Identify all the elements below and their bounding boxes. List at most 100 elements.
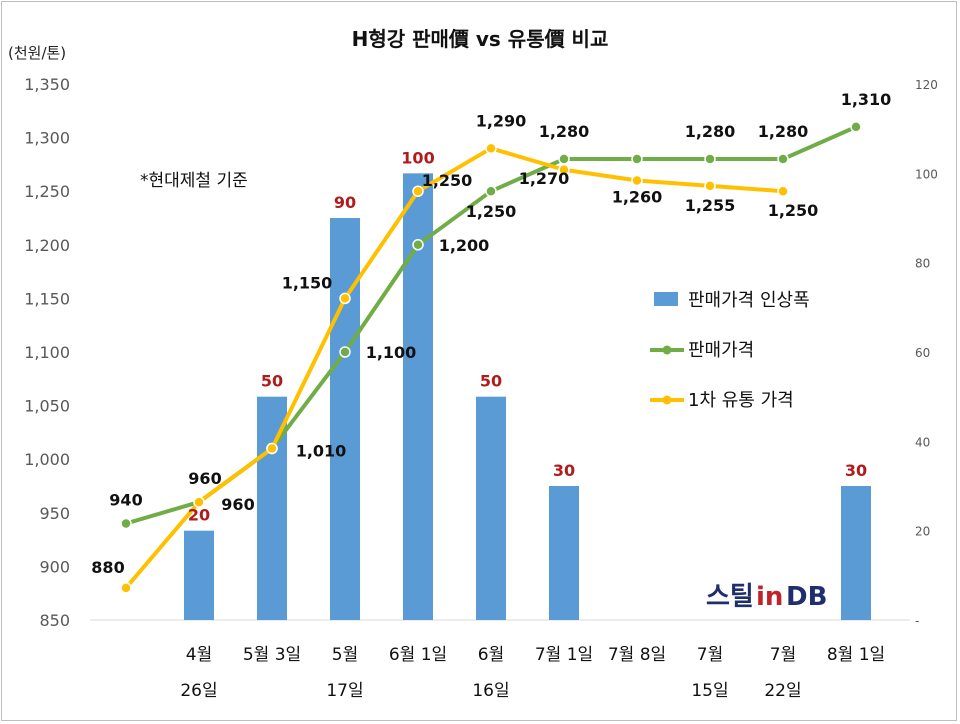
y2-tick-label: 120	[915, 78, 938, 92]
series-line	[124, 146, 784, 590]
line-value-label: 1,270	[519, 169, 570, 188]
x-tick-label: 15일	[691, 681, 728, 701]
y-tick-label: 1,000	[24, 450, 70, 469]
y-tick-label: 1,150	[24, 289, 70, 308]
y-tick-label: 1,250	[24, 182, 70, 201]
line-value-label: 1,200	[439, 236, 490, 255]
line-series	[120, 121, 862, 594]
x-tick-label: 7월	[770, 645, 796, 665]
y2-tick-label: 60	[915, 346, 930, 360]
y-tick-label: 1,200	[24, 236, 70, 255]
bar	[184, 530, 214, 620]
line-value-label: 880	[91, 558, 124, 577]
y-tick-label: 850	[39, 611, 70, 630]
series-point	[631, 174, 643, 187]
line-value-label: 1,260	[612, 187, 663, 206]
brand-logo-part1: 스틸	[706, 582, 754, 612]
series-point	[850, 121, 862, 133]
series-point	[558, 153, 570, 165]
y-tick-label: 1,350	[24, 75, 70, 94]
x-tick-label: 5월	[332, 645, 358, 665]
series-point	[339, 346, 351, 358]
x-axis: 4월 26일 5월 3일 5월 17일 6월 1일 6월 16일 7월 1일 7월 8일 7월 15일…	[180, 645, 885, 701]
bar-value-label: 100	[401, 148, 434, 167]
bar	[841, 486, 871, 620]
series-point	[120, 517, 132, 530]
y2-tick-label: 100	[915, 167, 938, 181]
y-axis-unit: (천원/톤)	[8, 44, 66, 62]
line-value-label: 1,100	[366, 343, 417, 362]
series-point	[631, 153, 643, 165]
x-tick-label: 7월 1일	[535, 645, 593, 665]
bar-value-label: 30	[845, 461, 867, 480]
series-point	[412, 239, 424, 251]
x-tick-label: 17일	[326, 681, 363, 701]
x-tick-label: 5월 3일	[243, 645, 301, 665]
series-point	[777, 185, 789, 197]
brand-logo: 스틸 in DB	[706, 582, 827, 612]
series-point	[558, 164, 570, 176]
chart-note: *현대제철 기준	[140, 171, 248, 191]
x-tick-label: 6월	[478, 645, 504, 665]
line-value-label: 960	[188, 469, 221, 488]
y-tick-label: 1,300	[24, 129, 70, 148]
bar-value-label: 20	[188, 506, 210, 525]
x-tick-label: 22일	[764, 681, 801, 701]
line-value-label: 1,280	[685, 122, 736, 141]
bar	[476, 396, 506, 620]
legend-label: 판매가격	[688, 340, 754, 361]
line-value-label: 1,280	[539, 122, 590, 141]
y-tick-label: 900	[39, 557, 70, 576]
brand-logo-part3: DB	[786, 582, 827, 612]
line-value-label: 1,310	[841, 90, 892, 109]
x-tick-label: 4월	[186, 645, 212, 665]
bar-value-label: 50	[480, 372, 502, 391]
legend-marker	[662, 395, 672, 405]
x-tick-label: 26일	[180, 681, 217, 701]
line-value-label: 1,280	[758, 122, 809, 141]
bar-value-label: 50	[261, 372, 283, 391]
chart-title: H형강 판매價 vs 유통價 비교	[352, 27, 609, 51]
legend-label: 판매가격 인상폭	[688, 290, 810, 311]
line-value-label: 1,290	[476, 111, 527, 130]
x-tick-label: 7월 8일	[608, 645, 666, 665]
line-value-label: 1,250	[466, 202, 517, 221]
brand-logo-part2: in	[756, 582, 783, 612]
legend-swatch	[654, 292, 678, 306]
line-value-label: 1,150	[282, 273, 333, 292]
line-value-label: 1,010	[296, 441, 347, 460]
series-point	[485, 185, 497, 197]
bar	[549, 486, 579, 620]
line-value-label: 940	[109, 491, 142, 510]
y-axis-right: - 20 40 60 80 100 120	[915, 78, 938, 628]
y2-tick-label: 20	[915, 525, 930, 539]
series-point	[120, 582, 132, 594]
line-value-label: 1,250	[422, 171, 473, 190]
x-tick-label: 8월 1일	[827, 645, 885, 665]
y-tick-label: 1,100	[24, 343, 70, 362]
y-tick-label: 1,050	[24, 397, 70, 416]
legend-label: 1차 유통 가격	[688, 390, 794, 411]
x-tick-label: 16일	[472, 681, 509, 701]
series-point	[266, 442, 278, 455]
y2-tick-label: 40	[915, 435, 930, 449]
series-point	[704, 180, 716, 192]
line-value-label: 1,250	[768, 201, 819, 220]
series-point	[412, 185, 424, 197]
x-tick-label: 7월	[697, 645, 723, 665]
series-point	[704, 153, 716, 165]
data-labels: 20 50 90 100 50 30 30 940 960 1,010 1,100 1,200 1,25…	[91, 90, 891, 577]
bar	[330, 218, 360, 620]
series-point	[485, 142, 497, 155]
series-point	[339, 292, 351, 305]
y-axis-left: 850 900 950 1,000 1,050 1,100 1,150 1,200 1,250 1…	[24, 75, 70, 630]
bar-value-label: 90	[334, 193, 356, 212]
y2-tick-label: -	[915, 614, 919, 628]
y2-tick-label: 80	[915, 257, 930, 271]
y-tick-label: 950	[39, 504, 70, 523]
bar-value-label: 30	[553, 461, 575, 480]
x-tick-label: 6월 1일	[389, 645, 447, 665]
